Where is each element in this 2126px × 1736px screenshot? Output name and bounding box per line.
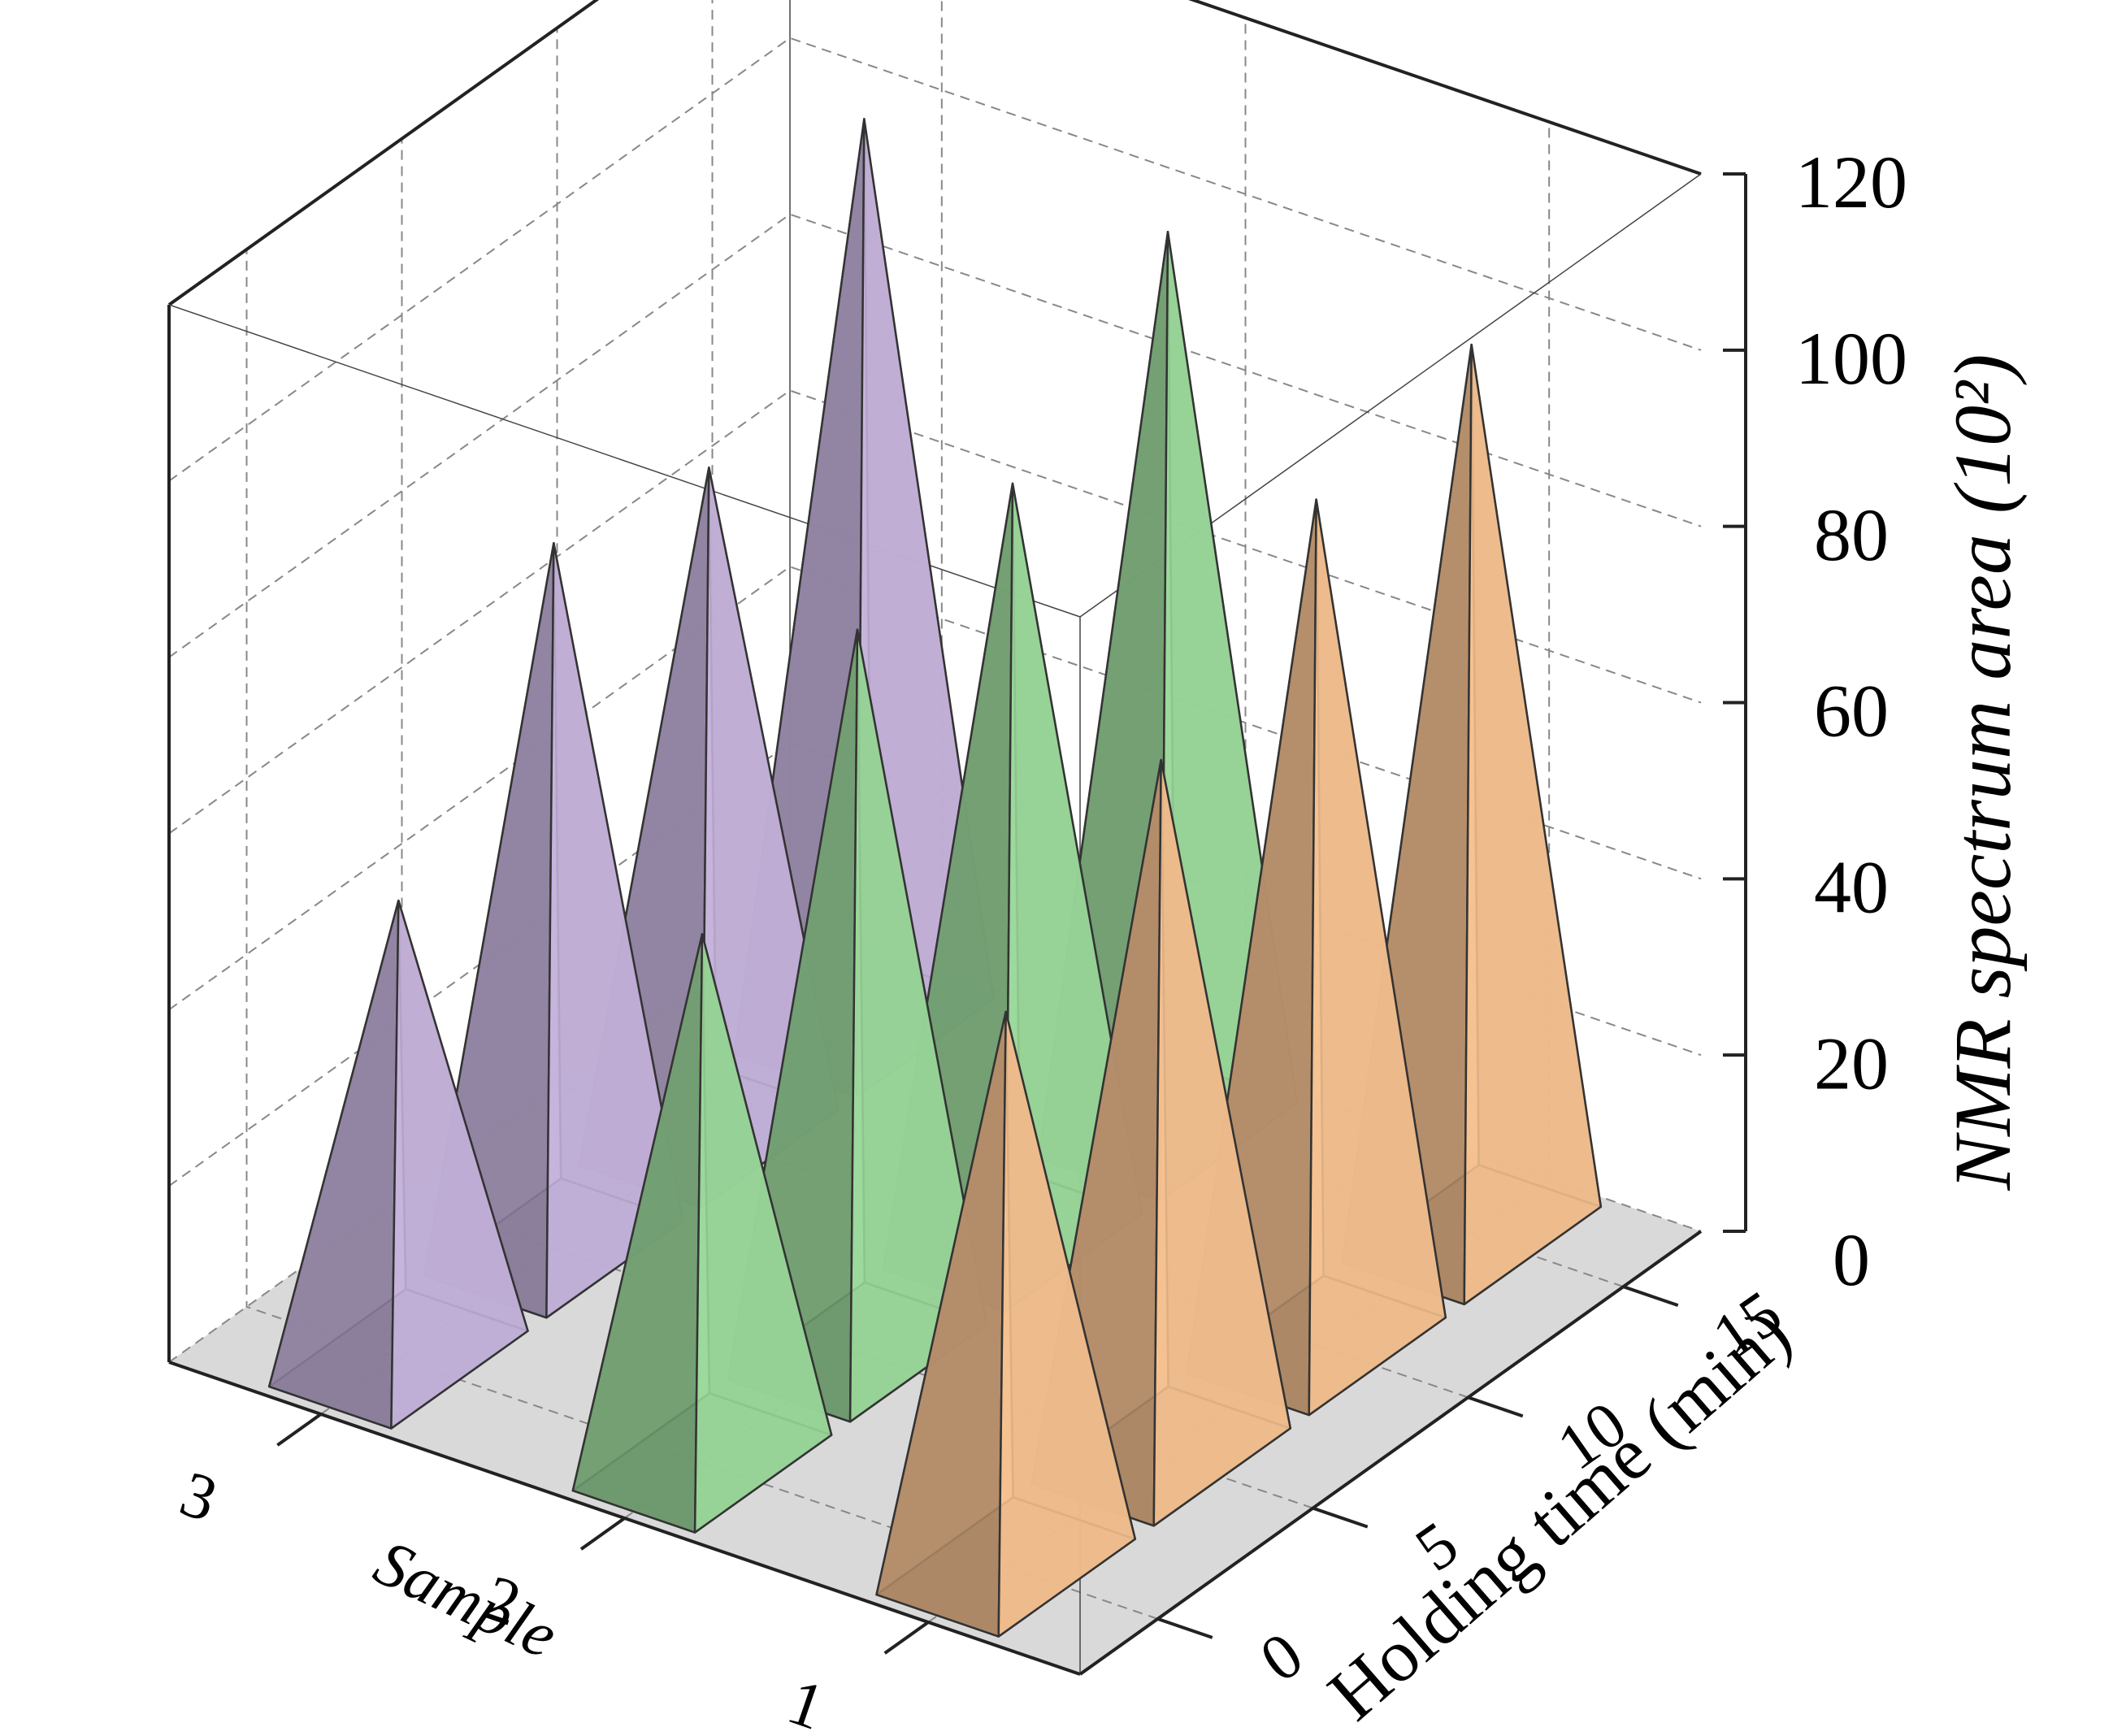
sample-tick	[883, 1621, 930, 1655]
pyramid	[571, 933, 833, 1534]
box-edge	[167, 0, 600, 306]
box-edge	[1188, 0, 1702, 176]
pyramid	[1341, 343, 1603, 1306]
sample-axis-label: Sample	[364, 1526, 568, 1672]
grid-line	[168, 0, 1702, 306]
pyramid-face	[997, 1010, 1137, 1638]
time-tick	[1312, 1506, 1369, 1529]
time-axis	[1078, 1230, 1703, 1676]
time-tick	[1467, 1395, 1524, 1418]
z-tick-label: 80	[1814, 493, 1889, 576]
z-tick-label: 120	[1795, 141, 1907, 224]
box-edge	[168, 304, 1081, 618]
time-tick-label: 0	[1247, 1619, 1315, 1696]
z-tick-label: 20	[1814, 1022, 1889, 1105]
pyramid-face	[848, 628, 988, 1423]
pyramid-face	[1152, 758, 1292, 1527]
z-tick-label: 0	[1833, 1218, 1870, 1301]
sample-tick	[276, 1413, 322, 1447]
grid-line	[245, 249, 1158, 1620]
sample-tick-label: 3	[171, 1458, 225, 1536]
pyramid-face	[1308, 498, 1447, 1417]
grid-line	[168, 566, 1702, 1011]
z-tick-label: 40	[1814, 845, 1889, 928]
pyramid-face	[693, 933, 833, 1534]
pyramid	[267, 899, 529, 1430]
grid-line	[168, 37, 1702, 482]
pyramid-face	[545, 542, 684, 1319]
grid-line	[623, 18, 1247, 1519]
pyramid-face	[390, 899, 529, 1430]
z-tick-label: 60	[1814, 670, 1889, 753]
pyramid-face	[1463, 343, 1603, 1306]
grid-line	[168, 389, 1702, 835]
time-tick	[1622, 1285, 1679, 1308]
sample-tick-label: 1	[779, 1666, 833, 1736]
pyramid-face	[267, 899, 400, 1430]
time-tick	[1156, 1617, 1213, 1639]
z-axis-label: NMR spectrum area (10²)	[1937, 354, 2028, 1191]
sample-tick	[579, 1517, 626, 1551]
z-tick-label: 100	[1795, 317, 1907, 400]
grid-line	[168, 213, 1702, 658]
pyramid	[875, 1010, 1137, 1638]
grid-line	[320, 0, 943, 1415]
grid-line	[927, 122, 1551, 1623]
